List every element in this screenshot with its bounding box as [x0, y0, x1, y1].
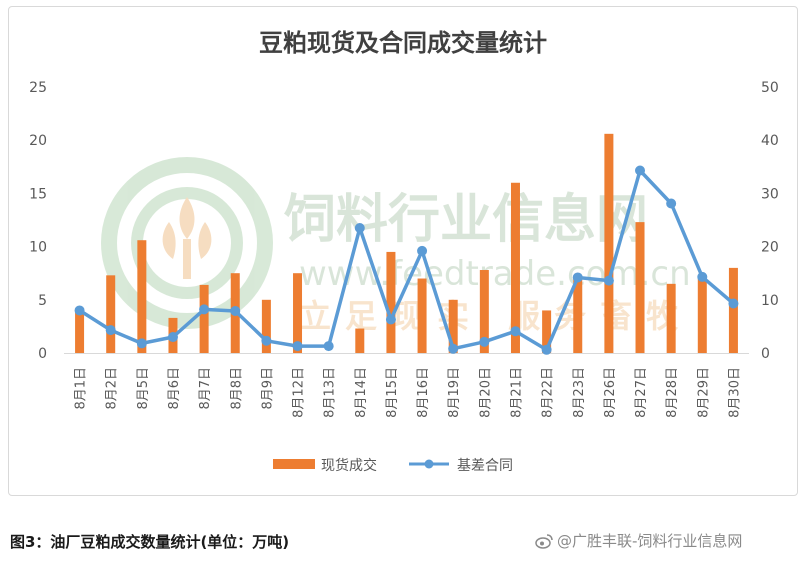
- y-left-tick-label: 25: [29, 80, 47, 96]
- x-tick-label: 8月20日: [478, 367, 493, 418]
- x-axis: 8月1日 8月2日 8月5日 8月6日 8月7日 8月8日 8月9日 8月12日 8月13日 8月…: [74, 367, 743, 418]
- y-left-tick-label: 20: [29, 133, 47, 149]
- line-point: [666, 198, 677, 209]
- y-right-tick-label: 40: [761, 133, 779, 149]
- x-tick-label: 8月21日: [509, 367, 524, 418]
- bar: [542, 310, 552, 353]
- line-point: [635, 165, 646, 176]
- y-left-tick-label: 15: [29, 186, 47, 202]
- line-point: [479, 336, 490, 347]
- bar: [386, 251, 396, 353]
- line-point: [199, 304, 210, 315]
- chart-panel: 饲料行业信息网 www.feedtrade.com.cn 立足现实 服务畜牧 豆…: [8, 6, 798, 496]
- x-tick-label: 8月13日: [323, 367, 338, 418]
- bar: [106, 275, 116, 353]
- watermark-main-text: 饲料行业信息网: [284, 190, 648, 250]
- x-tick-label: 8月6日: [167, 367, 182, 410]
- line-point: [105, 325, 116, 336]
- chart-title: 豆粕现货及合同成交量统计: [259, 28, 547, 57]
- x-tick-label: 8月30日: [727, 367, 742, 418]
- line-point: [292, 341, 303, 352]
- x-tick-label: 8月16日: [416, 367, 431, 418]
- x-tick-label: 8月14日: [354, 367, 369, 418]
- y-axis-left: 0 5 10 15 20 25: [29, 80, 47, 362]
- line-series: [74, 165, 739, 355]
- x-tick-label: 8月12日: [292, 367, 307, 418]
- legend-label-line: 基差合同: [457, 457, 513, 474]
- bar: [479, 270, 489, 353]
- bar: [75, 312, 85, 353]
- legend-label-bar: 现货成交: [321, 457, 377, 474]
- legend-swatch-marker: [424, 459, 434, 469]
- line-point: [167, 332, 178, 343]
- line-point: [510, 326, 521, 337]
- line-point: [603, 275, 614, 286]
- y-right-tick-label: 10: [761, 293, 779, 309]
- credit-line: @广胜丰联-饲料行业信息网: [535, 530, 742, 551]
- line-point: [541, 344, 552, 355]
- bar: [417, 278, 427, 353]
- x-tick-label: 8月7日: [198, 367, 213, 410]
- x-tick-label: 8月1日: [74, 367, 89, 410]
- bar: [604, 133, 614, 353]
- x-tick-label: 8月22日: [541, 367, 556, 418]
- watermark-url-text: www.feedtrade.com.cn: [299, 254, 691, 294]
- line-point: [136, 338, 147, 349]
- line-point: [354, 222, 365, 233]
- y-left-tick-label: 10: [29, 240, 47, 256]
- weibo-icon: [535, 533, 553, 549]
- bar: [728, 267, 738, 353]
- bar: [510, 182, 520, 353]
- line-point: [74, 305, 85, 316]
- line-point: [261, 335, 272, 346]
- x-tick-label: 8月29日: [696, 367, 711, 418]
- bar: [199, 284, 209, 353]
- x-tick-label: 8月28日: [665, 367, 680, 418]
- line-point: [448, 343, 459, 354]
- bar: [137, 240, 147, 353]
- y-axis-right: 0 10 20 30 40 50: [761, 80, 779, 362]
- x-tick-label: 8月27日: [634, 367, 649, 418]
- bar: [573, 278, 583, 353]
- line-point: [230, 305, 241, 316]
- bar: [293, 273, 303, 353]
- credit-text: @广胜丰联-饲料行业信息网: [557, 532, 743, 550]
- x-tick-label: 8月23日: [572, 367, 587, 418]
- chart-svg: 饲料行业信息网 www.feedtrade.com.cn 立足现实 服务畜牧 豆…: [29, 28, 779, 474]
- legend: 现货成交 基差合同: [273, 457, 513, 474]
- line-point: [572, 272, 583, 283]
- x-tick-label: 8月19日: [447, 367, 462, 418]
- figure-caption: 图3：油厂豆粕成交数量统计(单位：万吨): [10, 533, 290, 551]
- x-tick-label: 8月26日: [603, 367, 618, 418]
- x-tick-label: 8月2日: [105, 367, 120, 410]
- y-left-tick-label: 0: [38, 346, 47, 362]
- line-point: [385, 314, 396, 325]
- line-point: [323, 341, 334, 352]
- bar: [448, 299, 458, 353]
- y-left-tick-label: 5: [38, 293, 47, 309]
- line-point: [417, 245, 428, 256]
- bar: [666, 283, 676, 353]
- y-right-tick-label: 20: [761, 240, 779, 256]
- x-tick-label: 8月15日: [385, 367, 400, 418]
- x-tick-label: 8月8日: [229, 367, 244, 410]
- bar: [697, 278, 707, 353]
- bar: [261, 299, 271, 353]
- x-tick-label: 8月5日: [136, 367, 151, 410]
- bar: [355, 328, 365, 353]
- watermark-logo: [101, 157, 273, 329]
- y-right-tick-label: 50: [761, 80, 779, 96]
- legend-swatch-bar: [273, 459, 315, 469]
- y-right-tick-label: 30: [761, 186, 779, 202]
- y-right-tick-label: 0: [761, 346, 770, 362]
- bar: [635, 222, 645, 353]
- line-point: [697, 271, 708, 282]
- x-tick-label: 8月9日: [260, 367, 275, 410]
- series-line: [78, 168, 735, 352]
- line-point: [728, 298, 739, 309]
